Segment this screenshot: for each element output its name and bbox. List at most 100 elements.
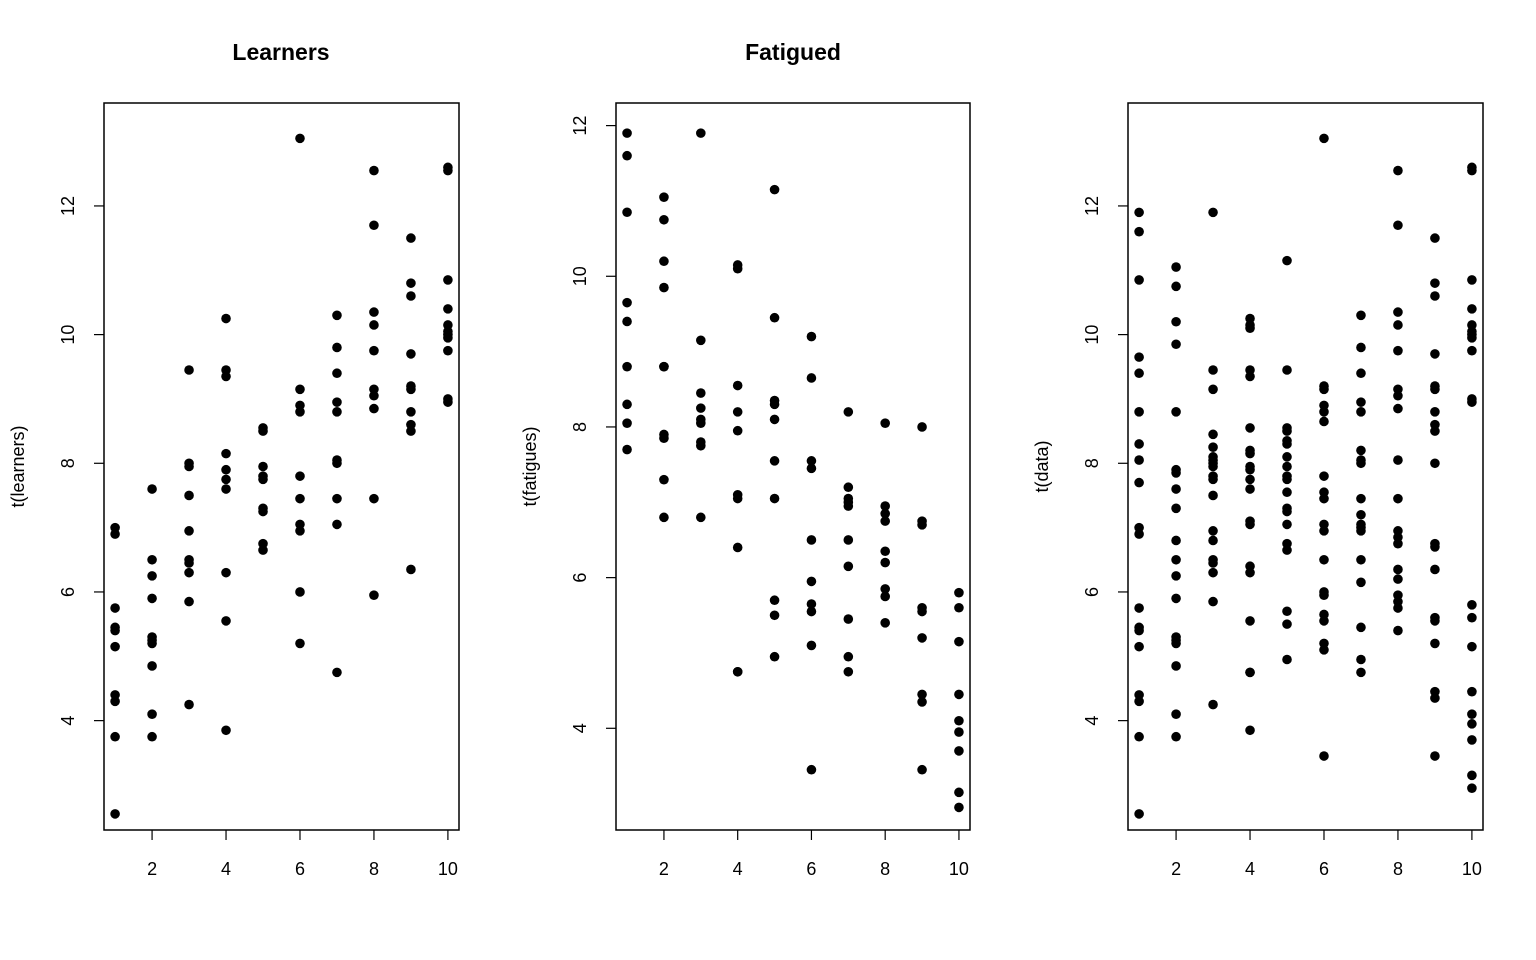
data-point xyxy=(954,727,964,737)
data-point xyxy=(258,506,268,517)
data-point xyxy=(1134,696,1144,707)
data-point xyxy=(1393,455,1403,465)
data-point xyxy=(332,493,342,504)
data-point xyxy=(443,397,453,407)
data-point xyxy=(769,414,780,425)
data-point xyxy=(147,571,157,581)
data-point xyxy=(696,512,706,523)
data-point xyxy=(622,150,632,161)
data-point xyxy=(1282,474,1292,485)
data-point xyxy=(1171,709,1181,719)
data-point xyxy=(1134,407,1144,417)
data-point xyxy=(806,456,817,466)
data-point xyxy=(917,697,927,707)
data-point xyxy=(696,418,706,428)
y-tick-label: 12 xyxy=(1082,196,1102,216)
data-point xyxy=(1356,509,1366,520)
data-point xyxy=(954,715,964,726)
data-point xyxy=(147,554,157,565)
data-point xyxy=(917,520,927,530)
data-point xyxy=(1134,625,1144,636)
data-point xyxy=(1393,564,1403,575)
data-point xyxy=(258,426,268,436)
data-point xyxy=(1282,545,1292,555)
data-point xyxy=(110,641,120,652)
data-point xyxy=(1208,365,1218,375)
data-point xyxy=(1245,464,1255,475)
data-point xyxy=(1171,468,1181,478)
data-point xyxy=(332,310,342,321)
x-tick-label: 8 xyxy=(369,859,379,879)
data-point xyxy=(1430,407,1440,417)
data-point xyxy=(110,625,120,636)
data-point xyxy=(1171,339,1181,350)
data-point xyxy=(917,689,927,700)
data-point xyxy=(184,567,194,578)
data-point xyxy=(1319,407,1329,417)
y-tick-label: 10 xyxy=(570,266,590,286)
data-point xyxy=(806,331,817,342)
data-point xyxy=(696,335,706,346)
data-point xyxy=(806,640,817,651)
data-point xyxy=(732,407,743,417)
data-point xyxy=(1171,262,1181,272)
data-point xyxy=(295,526,305,536)
data-point xyxy=(806,599,817,609)
data-point xyxy=(369,493,379,504)
data-point xyxy=(806,535,817,545)
data-point xyxy=(806,764,817,775)
x-tick-label: 4 xyxy=(1245,859,1255,879)
data-point xyxy=(1393,307,1403,317)
data-point xyxy=(1356,310,1366,321)
data-point xyxy=(1171,503,1181,514)
data-point xyxy=(1134,226,1144,237)
data-point xyxy=(806,606,817,617)
data-point xyxy=(732,380,743,391)
data-point xyxy=(1430,291,1440,301)
data-point xyxy=(1282,506,1292,517)
data-point xyxy=(1282,619,1292,629)
data-point xyxy=(1319,590,1329,600)
data-point xyxy=(258,545,268,555)
data-point xyxy=(184,461,194,472)
data-point xyxy=(1134,603,1144,613)
x-tick-label: 2 xyxy=(147,859,157,879)
data-point xyxy=(1393,320,1403,330)
data-point xyxy=(332,368,342,379)
data-point xyxy=(1282,439,1292,449)
data-point xyxy=(369,220,379,231)
data-point xyxy=(1467,783,1477,793)
data-point xyxy=(1134,275,1144,285)
data-point xyxy=(880,584,890,594)
data-point xyxy=(1467,770,1477,781)
data-point xyxy=(1134,207,1144,218)
data-point xyxy=(696,440,706,451)
data-point xyxy=(295,587,305,597)
data-point xyxy=(659,282,669,293)
data-point xyxy=(369,345,379,356)
data-point xyxy=(843,482,854,493)
data-point xyxy=(1430,349,1440,359)
data-point xyxy=(1356,554,1366,565)
data-point xyxy=(806,463,817,474)
data-point xyxy=(1282,452,1292,462)
data-point xyxy=(406,233,416,243)
data-point xyxy=(184,365,194,375)
data-point xyxy=(1319,416,1329,427)
data-point xyxy=(147,661,157,671)
data-point xyxy=(1467,345,1477,356)
data-point xyxy=(880,508,890,519)
data-point xyxy=(843,651,854,662)
data-point xyxy=(1430,693,1440,703)
x-tick-label: 6 xyxy=(1319,859,1329,879)
data-point xyxy=(1319,645,1329,655)
y-axis-label: t(data) xyxy=(1032,440,1052,492)
data-point xyxy=(622,399,632,410)
data-point xyxy=(110,529,120,539)
data-point xyxy=(1356,407,1366,417)
data-point xyxy=(622,444,632,455)
data-point xyxy=(110,603,120,613)
data-point xyxy=(110,696,120,707)
y-axis-label: t(fatigues) xyxy=(520,426,540,506)
data-point xyxy=(1319,554,1329,565)
